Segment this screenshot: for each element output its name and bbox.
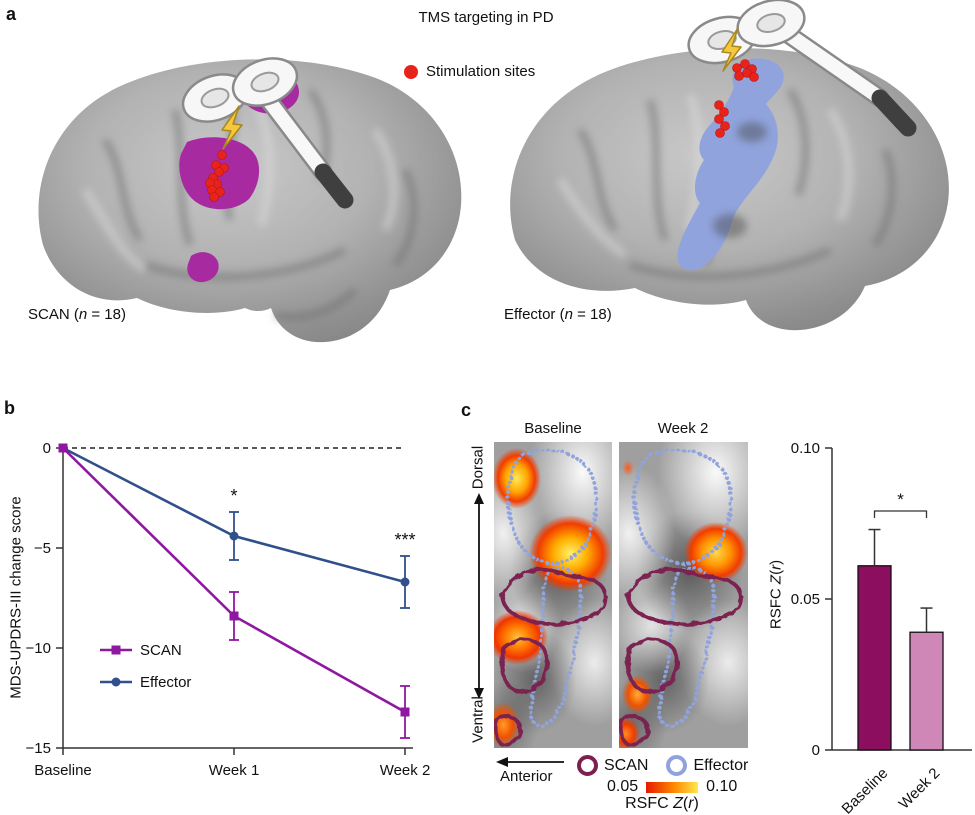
svg-text:0: 0 bbox=[812, 742, 820, 759]
svg-text:SCAN: SCAN bbox=[140, 642, 182, 659]
brain-surface bbox=[38, 59, 462, 343]
strip-sulci-overlap bbox=[713, 122, 767, 238]
svg-text:*: * bbox=[230, 486, 237, 506]
colorbar-min-label: 0.05 bbox=[607, 778, 639, 795]
rsfc-bar-chart: 0 0.05 0.10 Baseline Week 2 * bbox=[791, 440, 972, 815]
panel-b-label: b bbox=[4, 398, 15, 418]
brain-scan-illustration bbox=[38, 57, 462, 343]
brain-effector-illustration bbox=[510, 0, 949, 331]
rsfc-colorbar: 0.05 0.10 bbox=[607, 778, 737, 796]
scan-outline bbox=[619, 567, 743, 747]
effector-outline bbox=[506, 448, 598, 728]
effector-outline bbox=[632, 448, 733, 728]
stimulation-sites-right bbox=[714, 59, 759, 138]
svg-text:0: 0 bbox=[43, 440, 51, 457]
brain-highlights bbox=[81, 103, 398, 274]
roi-legend-scan: SCAN bbox=[577, 755, 648, 776]
svg-text:0.05: 0.05 bbox=[791, 591, 820, 608]
dorsal-ventral-arrow-icon bbox=[474, 493, 484, 699]
stimulation-legend-label: Stimulation sites bbox=[426, 63, 536, 80]
scan-legend-label: SCAN bbox=[604, 756, 649, 774]
svg-text:Effector: Effector bbox=[140, 674, 191, 691]
effector-caption: Effector (n = 18) bbox=[504, 306, 612, 323]
panel-a-label: a bbox=[6, 4, 17, 24]
roi-legend: SCAN Effector bbox=[577, 755, 748, 776]
effector-ring-icon bbox=[666, 755, 688, 776]
panel-a-title: TMS targeting in PD bbox=[418, 9, 554, 26]
brain-highlights bbox=[556, 93, 853, 259]
panel-c-label: c bbox=[461, 400, 472, 420]
anterior-arrow-icon bbox=[496, 757, 564, 767]
scan-ring-icon bbox=[577, 755, 598, 776]
stimulation-dot-icon bbox=[404, 64, 418, 79]
anterior-axis-label: Anterior bbox=[500, 768, 553, 785]
svg-text:Baseline: Baseline bbox=[34, 762, 92, 779]
svg-text:Week 1: Week 1 bbox=[209, 762, 260, 779]
tms-coil-icon bbox=[687, 0, 917, 137]
lightning-bolt-icon bbox=[721, 27, 742, 72]
svg-text:0.10: 0.10 bbox=[791, 440, 820, 457]
svg-text:−5: −5 bbox=[34, 540, 51, 557]
svg-text:−15: −15 bbox=[26, 740, 51, 757]
scan-caption: SCAN (n = 18) bbox=[28, 306, 126, 323]
colorbar-gradient bbox=[646, 781, 699, 793]
tms-coil-icon bbox=[181, 57, 354, 209]
svg-text:Week 2: Week 2 bbox=[896, 765, 944, 813]
svg-text:***: *** bbox=[394, 530, 415, 550]
roi-legend-effector: Effector bbox=[666, 755, 748, 776]
stimulation-legend: Stimulation sites bbox=[404, 63, 535, 80]
roi-outlines bbox=[619, 448, 743, 747]
fmri-map-baseline bbox=[494, 442, 612, 748]
colorbar-max-label: 0.10 bbox=[706, 778, 738, 795]
colorbar-title: RSFC Z(r) bbox=[625, 795, 699, 812]
ventral-axis-label: Ventral bbox=[469, 696, 487, 743]
svg-text:*: * bbox=[897, 490, 904, 509]
stimulation-sites-left bbox=[205, 150, 229, 202]
fmri-map-week2 bbox=[619, 442, 748, 748]
scan-outline bbox=[494, 567, 607, 747]
svg-text:Week 2: Week 2 bbox=[380, 762, 431, 779]
map-title-baseline: Baseline bbox=[524, 420, 582, 437]
lightning-bolt-icon bbox=[221, 105, 243, 150]
effector-legend-label: Effector bbox=[693, 756, 749, 774]
roi-outlines bbox=[494, 448, 607, 747]
effector-target-strip bbox=[677, 58, 784, 271]
map-title-week2: Week 2 bbox=[657, 420, 709, 437]
svg-text:−10: −10 bbox=[26, 640, 51, 657]
svg-text:Baseline: Baseline bbox=[839, 765, 892, 815]
